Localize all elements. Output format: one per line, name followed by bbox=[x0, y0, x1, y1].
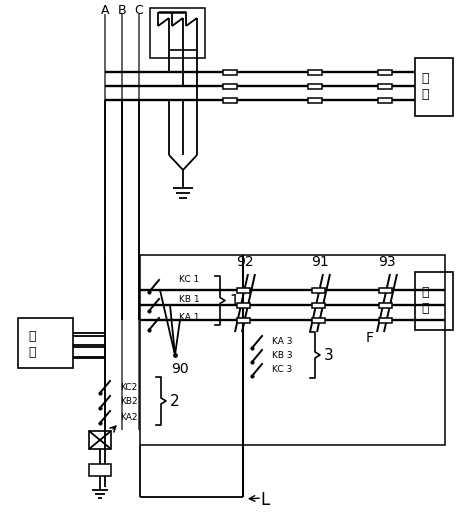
Text: B: B bbox=[118, 4, 126, 16]
Text: 90: 90 bbox=[171, 362, 189, 376]
Bar bbox=[312, 303, 325, 307]
Text: L: L bbox=[260, 491, 269, 509]
Bar bbox=[308, 97, 322, 103]
Bar bbox=[223, 97, 237, 103]
Bar bbox=[312, 287, 325, 292]
Bar bbox=[378, 84, 392, 89]
Text: 源: 源 bbox=[28, 345, 36, 359]
Bar bbox=[237, 287, 250, 292]
Text: 2: 2 bbox=[170, 393, 180, 408]
Bar bbox=[18, 318, 73, 368]
Text: C: C bbox=[135, 4, 144, 16]
Text: 1: 1 bbox=[229, 293, 238, 308]
Text: KA 3: KA 3 bbox=[272, 338, 293, 346]
Text: 载: 载 bbox=[421, 302, 429, 314]
Bar bbox=[378, 318, 392, 323]
Text: 负: 负 bbox=[421, 71, 429, 85]
Text: KC 1: KC 1 bbox=[179, 275, 199, 285]
Bar bbox=[378, 69, 392, 74]
Text: 91: 91 bbox=[311, 255, 329, 269]
Bar bbox=[308, 69, 322, 74]
Text: 负: 负 bbox=[421, 286, 429, 299]
Bar bbox=[415, 272, 453, 330]
Text: 92: 92 bbox=[236, 255, 254, 269]
Text: F: F bbox=[366, 331, 374, 345]
Bar bbox=[312, 318, 325, 323]
Text: KA2: KA2 bbox=[120, 412, 138, 422]
Bar bbox=[89, 431, 111, 449]
Bar bbox=[223, 84, 237, 89]
Text: 93: 93 bbox=[378, 255, 396, 269]
Bar bbox=[237, 318, 250, 323]
Text: A: A bbox=[101, 4, 109, 16]
Text: KB 3: KB 3 bbox=[272, 351, 293, 361]
Bar bbox=[237, 303, 250, 307]
Bar bbox=[378, 97, 392, 103]
Text: KC2: KC2 bbox=[120, 383, 137, 391]
Bar bbox=[378, 287, 392, 292]
Text: KA 1: KA 1 bbox=[179, 313, 200, 323]
Bar bbox=[378, 303, 392, 307]
Text: KC 3: KC 3 bbox=[272, 365, 292, 374]
Bar bbox=[308, 84, 322, 89]
Text: 载: 载 bbox=[421, 88, 429, 101]
Text: 3: 3 bbox=[324, 347, 334, 363]
Bar bbox=[223, 69, 237, 74]
Text: KB2: KB2 bbox=[120, 398, 138, 406]
Bar bbox=[140, 255, 445, 445]
Text: 电: 电 bbox=[28, 329, 36, 343]
Bar bbox=[415, 58, 453, 116]
Text: KB 1: KB 1 bbox=[179, 294, 200, 304]
Bar bbox=[89, 464, 111, 476]
Bar bbox=[150, 8, 205, 58]
